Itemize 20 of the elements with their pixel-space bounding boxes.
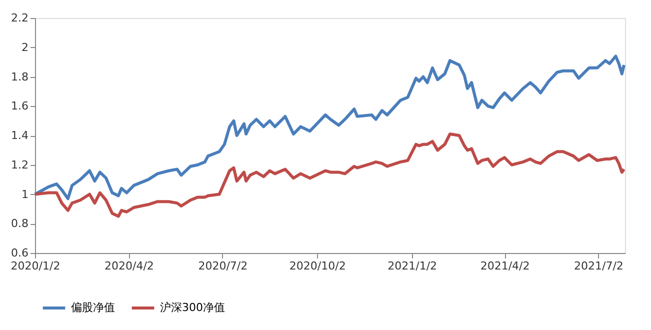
y-tick-label: 1: [22, 188, 28, 201]
x-tick-label: 2020/7/2: [198, 260, 248, 272]
y-tick-label: 1.2: [11, 158, 28, 172]
y-tick-label: 1.4: [11, 129, 28, 142]
x-tick-label: 2020/1/2: [10, 260, 60, 272]
x-tick-label: 2020/4/2: [104, 260, 154, 272]
legend-label: 沪深300净值: [160, 301, 225, 314]
line-series: [34, 54, 626, 200]
x-tick-label: 2021/1/2: [388, 260, 438, 272]
y-tick-label: 2.2: [11, 12, 28, 24]
y-tick-label: 1.6: [11, 100, 28, 113]
x-tick-label: 2020/10/2: [289, 260, 346, 272]
line-series: [34, 132, 626, 218]
y-tick-label: 2: [22, 40, 28, 54]
y-tick-label: 0.6: [11, 246, 28, 260]
y-tick-label: 0.8: [11, 217, 28, 230]
legend-label: 偏股净值: [71, 301, 115, 314]
x-tick-label: 2021/7/2: [574, 260, 624, 272]
x-tick-label: 2021/4/2: [480, 260, 530, 272]
y-tick-label: 1.8: [11, 70, 28, 84]
